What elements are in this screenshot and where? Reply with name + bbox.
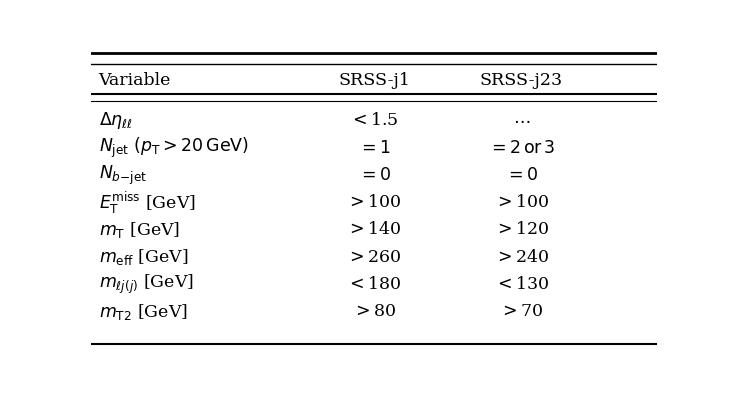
Text: $m_{\mathrm{T}}$ [GeV]: $m_{\mathrm{T}}$ [GeV] xyxy=(99,219,180,239)
Text: $\cdots$: $\cdots$ xyxy=(512,112,530,129)
Text: $= 0$: $= 0$ xyxy=(358,166,391,184)
Text: Variable: Variable xyxy=(99,72,171,89)
Text: $= 1$: $= 1$ xyxy=(358,140,391,156)
Text: $<$130: $<$130 xyxy=(493,275,549,292)
Text: $>$100: $>$100 xyxy=(493,194,549,211)
Text: $m_{\mathrm{eff}}$ [GeV]: $m_{\mathrm{eff}}$ [GeV] xyxy=(99,247,188,267)
Text: $N_{\mathrm{jet}}\,\,(p_{\mathrm{T}}{>}20\,\mathrm{GeV})$: $N_{\mathrm{jet}}\,\,(p_{\mathrm{T}}{>}2… xyxy=(99,136,249,160)
Text: SRSS-j1: SRSS-j1 xyxy=(338,72,410,89)
Text: $<$180: $<$180 xyxy=(347,275,402,292)
Text: $>$140: $>$140 xyxy=(347,221,402,238)
Text: $>$100: $>$100 xyxy=(347,194,402,211)
Text: $N_{b\mathrm{-jet}}$: $N_{b\mathrm{-jet}}$ xyxy=(99,164,147,186)
Text: SRSS-j23: SRSS-j23 xyxy=(480,72,563,89)
Text: $>$80: $>$80 xyxy=(352,302,396,319)
Text: $>$240: $>$240 xyxy=(493,248,549,265)
Text: $\Delta\eta_{\ell\ell}$: $\Delta\eta_{\ell\ell}$ xyxy=(99,110,133,131)
Text: $= 0$: $= 0$ xyxy=(504,166,538,184)
Text: $E_{\mathrm{T}}^{\mathrm{miss}}$ [GeV]: $E_{\mathrm{T}}^{\mathrm{miss}}$ [GeV] xyxy=(99,189,196,215)
Text: $<$1.5: $<$1.5 xyxy=(349,112,399,129)
Text: $>$70: $>$70 xyxy=(499,302,543,319)
Text: $m_{\mathrm{T2}}$ [GeV]: $m_{\mathrm{T2}}$ [GeV] xyxy=(99,301,188,321)
Text: $m_{\ell j(j)}$ [GeV]: $m_{\ell j(j)}$ [GeV] xyxy=(99,272,193,295)
Text: $>$120: $>$120 xyxy=(493,221,549,238)
Text: $= 2\,\mathrm{or}\,3$: $= 2\,\mathrm{or}\,3$ xyxy=(488,140,555,156)
Text: $>$260: $>$260 xyxy=(347,248,402,265)
